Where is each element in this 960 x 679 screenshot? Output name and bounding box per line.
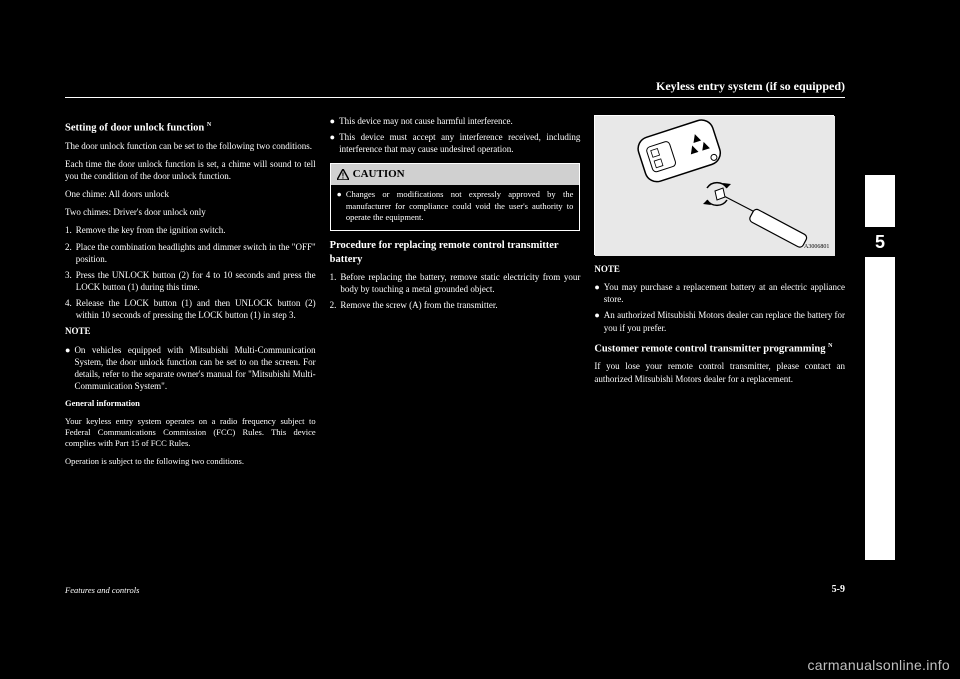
column-2: ●This device may not cause harmful inter… — [330, 115, 581, 473]
col1-fcc1: Your keyless entry system operates on a … — [65, 416, 316, 450]
col2-subhead: Procedure for replacing remote control t… — [330, 239, 581, 267]
bullet-dot: ● — [594, 281, 599, 305]
list-item: 4.Release the LOCK button (1) and then U… — [65, 297, 316, 321]
col3-subhead: Customer remote control transmitter prog… — [594, 342, 845, 357]
footer-page-number: 5-9 — [832, 584, 845, 595]
col1-subhead: Setting of door unlock function N — [65, 121, 316, 136]
footer-left: Features and controls — [65, 585, 845, 595]
header-title: Keyless entry system (if so equipped) — [656, 79, 845, 94]
caution-title: CAUTION — [353, 167, 405, 182]
col1-item1: One chime: All doors unlock — [65, 188, 316, 200]
sup-mark: N — [828, 343, 832, 349]
column-3: A3006801 NOTE ●You may purchase a replac… — [594, 115, 845, 473]
bullet-dot: ● — [65, 344, 70, 393]
manual-page: Keyless entry system (if so equipped) 5 … — [65, 85, 895, 595]
columns-container: Setting of door unlock function N The do… — [65, 115, 845, 473]
list-item: 2.Remove the screw (A) from the transmit… — [330, 299, 581, 311]
col1-item2: Two chimes: Driver's door unlock only — [65, 206, 316, 218]
col1-steps: 1.Remove the key from the ignition switc… — [65, 224, 316, 321]
bullet-dot: ● — [594, 309, 599, 333]
header-rule — [65, 97, 845, 98]
list-item: 1.Remove the key from the ignition switc… — [65, 224, 316, 236]
col2-steps: 1.Before replacing the battery, remove s… — [330, 271, 581, 311]
figure-code: A3006801 — [804, 243, 829, 251]
chapter-number: 5 — [865, 227, 895, 257]
col3-p-last: If you lose your remote control transmit… — [594, 360, 845, 384]
svg-text:!: ! — [341, 172, 344, 181]
col3-note-label: NOTE — [594, 263, 845, 275]
bullet-dot: ● — [337, 189, 342, 223]
sup-mark: N — [207, 122, 211, 128]
bullet-dot: ● — [330, 131, 335, 155]
caution-header: ! CAUTION — [331, 164, 580, 185]
column-1: Setting of door unlock function N The do… — [65, 115, 316, 473]
list-item: 3.Press the UNLOCK button (2) for 4 to 1… — [65, 269, 316, 293]
watermark: carmanualsonline.info — [808, 657, 951, 673]
col1-note-bullet: ●On vehicles equipped with Mitsubishi Mu… — [65, 344, 316, 393]
col1-fcc-head: General information — [65, 398, 316, 409]
chapter-tab: 5 — [865, 175, 895, 560]
warning-icon: ! — [337, 169, 349, 180]
col3-note2: ●An authorized Mitsubishi Motors dealer … — [594, 309, 845, 333]
col1-p2: Each time the door unlock function is se… — [65, 158, 316, 182]
col1-note-label: NOTE — [65, 325, 316, 337]
caution-body: ●Changes or modifications not expressly … — [331, 185, 580, 229]
col1-p1: The door unlock function can be set to t… — [65, 140, 316, 152]
figure-transmitter: A3006801 — [594, 115, 834, 255]
footer-line1: Features and controls — [65, 585, 845, 595]
list-item: 2.Place the combination headlights and d… — [65, 241, 316, 265]
caution-box: ! CAUTION ●Changes or modifications not … — [330, 163, 581, 230]
col1-fcc2: Operation is subject to the following tw… — [65, 456, 316, 467]
bullet-dot: ● — [330, 115, 335, 127]
col2-bullet2: ●This device must accept any interferenc… — [330, 131, 581, 155]
col3-note1: ●You may purchase a replacement battery … — [594, 281, 845, 305]
transmitter-illustration — [595, 116, 835, 256]
list-item: 1.Before replacing the battery, remove s… — [330, 271, 581, 295]
col2-bullet1: ●This device may not cause harmful inter… — [330, 115, 581, 127]
